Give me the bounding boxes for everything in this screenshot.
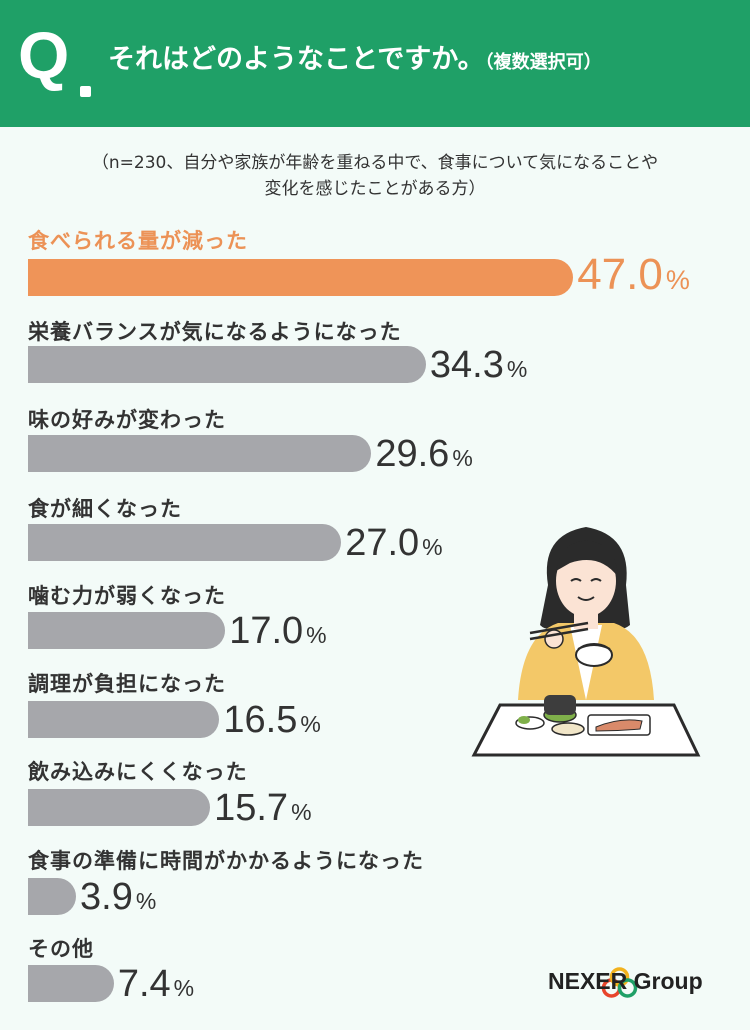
bar [28,701,220,738]
woman-eating-icon [471,527,701,757]
bar [28,435,372,472]
category-label: 噛む力が弱くなった [28,584,226,608]
q-mark: Q [18,18,70,92]
value-number: 7.4 [117,963,171,1005]
bar [28,346,426,383]
bar [28,965,114,1002]
bar [28,789,211,826]
value-number: 15.7 [214,787,289,829]
bar [28,612,226,649]
category-label: 飲み込みにくくなった [28,760,248,784]
value-unit: % [135,888,157,914]
value-label: 27.0% [345,523,442,567]
logo-text: NEXER Group [548,968,703,994]
value-label: 3.9% [80,877,156,921]
value-unit: % [173,975,195,1001]
value-number: 27.0 [345,522,420,564]
bar [28,878,76,915]
value-number: 3.9 [80,876,133,918]
q-dot [80,86,91,97]
value-number: 34.3 [429,344,504,386]
subtitle-line-1: （n=230、自分や家族が年齢を重ねる中で、食事について気になることや [91,153,659,173]
question-text: それはどのようなことですか。 [108,44,485,75]
value-unit: % [665,265,690,295]
survey-subtitle: （n=230、自分や家族が年齢を重ねる中で、食事について気になることや 変化を感… [0,150,750,202]
value-unit: % [291,799,312,825]
category-label: 栄養バランスが気になるようになった [28,320,402,344]
value-unit: % [506,356,528,382]
nexer-logo-icon [601,967,638,998]
value-number: 47.0 [577,250,663,299]
bar [28,524,342,561]
value-label: 29.6% [375,434,472,478]
category-label: その他 [28,937,94,961]
value-number: 17.0 [229,610,304,652]
question-title: それはどのようなことですか。（複数選択可） [108,40,602,83]
question-header: Q それはどのようなことですか。（複数選択可） [0,0,750,127]
value-unit: % [422,534,443,560]
value-label: 47.0% [577,253,690,300]
value-unit: % [300,711,321,737]
value-number: 16.5 [223,699,298,741]
value-unit: % [306,622,327,648]
value-label: 34.3% [430,345,527,389]
value-label: 7.4% [118,964,194,1008]
value-unit: % [452,445,473,471]
category-label: 調理が負担になった [28,672,226,696]
bar [28,259,574,296]
category-label: 食が細くなった [28,497,182,521]
category-label: 味の好みが変わった [28,408,226,432]
question-note: （複数選択可） [484,52,602,73]
value-label: 15.7% [214,788,311,832]
value-label: 16.5% [223,700,320,744]
category-label: 食べられる量が減った [28,229,248,253]
category-label: 食事の準備に時間がかかるようになった [28,849,424,873]
subtitle-line-2: 変化を感じたことがある方） [264,179,486,199]
value-number: 29.6 [375,433,450,475]
value-label: 17.0% [229,611,326,655]
